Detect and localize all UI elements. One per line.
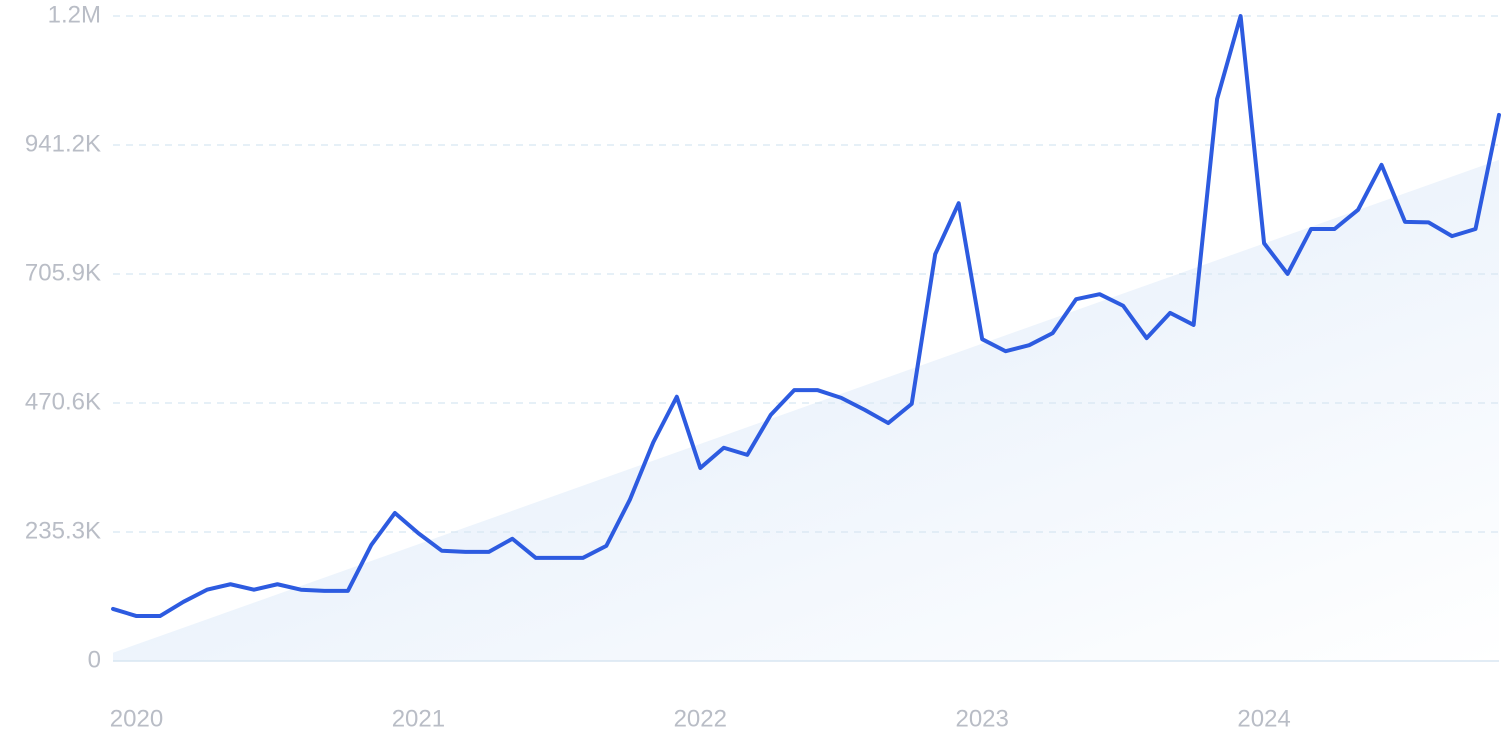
y-tick-label: 470.6K xyxy=(25,388,101,415)
y-tick-label: 705.9K xyxy=(25,259,101,286)
x-tick-label: 2022 xyxy=(674,705,727,732)
x-tick-label: 2024 xyxy=(1237,705,1290,732)
y-tick-label: 1.2M xyxy=(48,1,101,28)
y-tick-label: 235.3K xyxy=(25,517,101,544)
y-tick-label: 941.2K xyxy=(25,130,101,157)
trend-area xyxy=(113,159,1499,661)
x-tick-label: 2020 xyxy=(110,705,163,732)
x-tick-label: 2021 xyxy=(392,705,445,732)
y-tick-label: 0 xyxy=(88,646,101,673)
x-tick-label: 2023 xyxy=(955,705,1008,732)
line xyxy=(111,14,1501,619)
